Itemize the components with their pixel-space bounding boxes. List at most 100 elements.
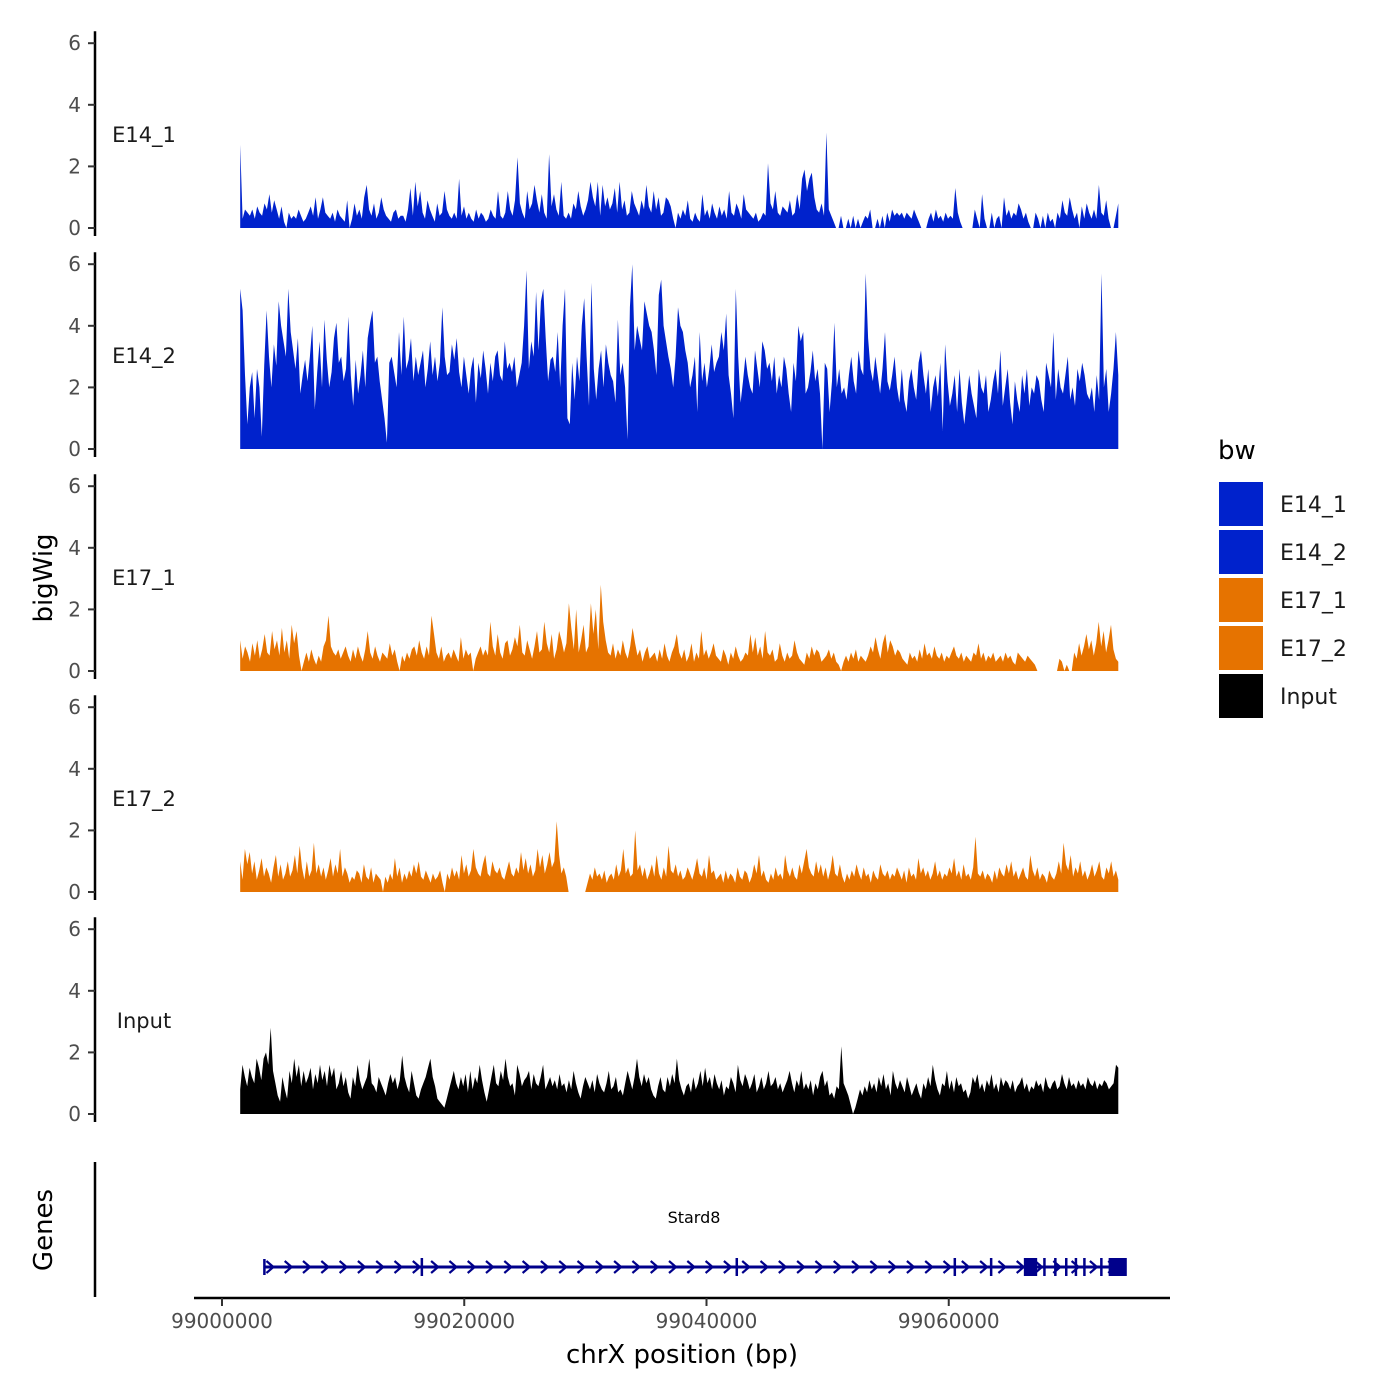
strand-arrow	[1015, 1260, 1026, 1274]
strand-arrow	[412, 1260, 422, 1274]
track-E17_1: 0 2 4 6 E17_1	[68, 474, 1119, 683]
y-tick-label: 4	[68, 93, 81, 117]
y-tick-label: 6	[68, 252, 81, 276]
strand-arrow	[759, 1260, 770, 1274]
strand-arrow	[393, 1260, 404, 1274]
x-tick-label: 99060000	[898, 1309, 1000, 1333]
y-tick-label: 4	[68, 314, 81, 338]
strand-arrow	[704, 1260, 715, 1274]
strand-arrow	[723, 1260, 733, 1274]
y-tick-label: 2	[68, 1040, 81, 1064]
strand-arrow	[521, 1260, 532, 1274]
track-Input: 0 2 4 6 Input	[68, 917, 1119, 1126]
strand-arrow	[576, 1260, 587, 1274]
y-tick-label: 6	[68, 695, 81, 719]
strand-arrow	[503, 1260, 513, 1274]
strand-arrow	[869, 1260, 879, 1274]
y-axis-title: bigWig	[29, 533, 59, 622]
strand-arrow	[595, 1260, 605, 1274]
y-tick-label: 4	[68, 536, 81, 560]
x-tick-label: 99020000	[413, 1309, 515, 1333]
y-tick-label: 4	[68, 757, 81, 781]
strand-arrow	[540, 1260, 550, 1274]
legend-item: E17_2	[1217, 624, 1347, 672]
strand-arrow	[320, 1260, 330, 1274]
legend-item: Input	[1217, 672, 1337, 720]
strand-arrow	[814, 1260, 825, 1274]
y-tick-label: 6	[68, 474, 81, 498]
strand-arrow	[686, 1260, 696, 1274]
strand-arrow	[302, 1260, 312, 1274]
strand-arrow	[265, 1260, 276, 1274]
track-E14_1: 0 2 4 6 E14_1	[68, 31, 1119, 240]
strand-arrow	[1089, 1260, 1099, 1274]
y-tick-label: 2	[68, 818, 81, 842]
strand-arrow	[961, 1260, 971, 1274]
strand-arrow	[338, 1260, 349, 1274]
strand-arrow	[979, 1260, 989, 1274]
strand-arrow	[466, 1260, 477, 1274]
legend-items: E14_1 E14_2 E17_1 E17_2 Input	[1217, 480, 1347, 720]
coverage-area-E17_1	[240, 584, 1119, 671]
y-tick-label: 0	[68, 880, 81, 904]
gene-models: Stard8	[263, 1208, 1127, 1276]
x-ticks: 99000000 99020000 99040000 99060000	[171, 1298, 1000, 1333]
strand-arrow	[448, 1260, 459, 1274]
strand-arrow	[942, 1260, 953, 1274]
strand-arrow	[649, 1260, 660, 1274]
track-E17_2: 0 2 4 6 E17_2	[68, 695, 1119, 904]
strand-arrow	[741, 1260, 751, 1274]
exon-block	[1108, 1258, 1127, 1276]
coverage-tracks: 0 2 4 6 E14_1 0 2 4 6 E14_2 0 2 4 6 E17_1 0 2 4 6 E17_2 0 2 4 6…	[68, 31, 1119, 1126]
legend-item: E14_1	[1217, 480, 1347, 528]
track-label: E14_2	[112, 344, 176, 369]
y-tick-label: 6	[68, 31, 81, 55]
track-label: Input	[117, 1009, 171, 1033]
x-tick-label: 99000000	[171, 1309, 273, 1333]
gene-name-label: Stard8	[668, 1208, 721, 1227]
x-axis-title: chrX position (bp)	[566, 1340, 798, 1370]
coverage-area-E17_2	[240, 821, 1119, 892]
y-tick-label: 2	[68, 154, 81, 178]
track-label: E17_1	[112, 566, 176, 591]
strand-arrow	[430, 1260, 440, 1274]
track-E14_2: 0 2 4 6 E14_2	[68, 252, 1119, 461]
y-tick-label: 0	[68, 659, 81, 683]
exon-block	[1023, 1258, 1038, 1276]
y-tick-label: 6	[68, 917, 81, 941]
legend-item: E14_2	[1217, 528, 1347, 576]
coverage-area-E14_2	[240, 264, 1119, 449]
track-label: E14_1	[112, 123, 176, 148]
y-tick-label: 0	[68, 1102, 81, 1126]
coverage-area-E14_1	[240, 132, 1119, 228]
strand-arrow	[558, 1260, 568, 1274]
strand-arrow	[375, 1260, 385, 1274]
legend-swatch	[1217, 528, 1265, 576]
strand-arrow	[887, 1260, 898, 1274]
track-label: E17_2	[112, 787, 176, 812]
strand-arrow	[796, 1260, 806, 1274]
y-tick-label: 0	[68, 437, 81, 461]
legend-label: E14_1	[1280, 493, 1347, 518]
legend-label: E17_2	[1280, 637, 1347, 662]
strand-arrow	[832, 1260, 843, 1274]
legend: bw E14_1 E14_2 E17_1 E17_2 Input	[1217, 436, 1347, 720]
y-tick-label: 4	[68, 979, 81, 1003]
legend-swatch	[1217, 624, 1265, 672]
genes-panel: Genes Stard8	[29, 1162, 1127, 1297]
x-tick-label: 99040000	[656, 1309, 758, 1333]
strand-arrow	[1070, 1260, 1081, 1274]
gene-Stard8: Stard8	[263, 1208, 1127, 1276]
x-axis: 99000000 99020000 99040000 99060000 chrX po…	[171, 1296, 1170, 1370]
strand-arrow	[778, 1260, 788, 1274]
strand-arrow	[851, 1260, 861, 1274]
y-tick-label: 0	[68, 216, 81, 240]
strand-arrow	[631, 1260, 642, 1274]
strand-arrow	[997, 1260, 1008, 1274]
legend-label: E17_1	[1280, 589, 1347, 614]
y-tick-label: 2	[68, 375, 81, 399]
strand-arrow	[668, 1260, 678, 1274]
y-tick-label: 2	[68, 597, 81, 621]
legend-title: bw	[1218, 436, 1256, 466]
legend-item: E17_1	[1217, 576, 1347, 624]
